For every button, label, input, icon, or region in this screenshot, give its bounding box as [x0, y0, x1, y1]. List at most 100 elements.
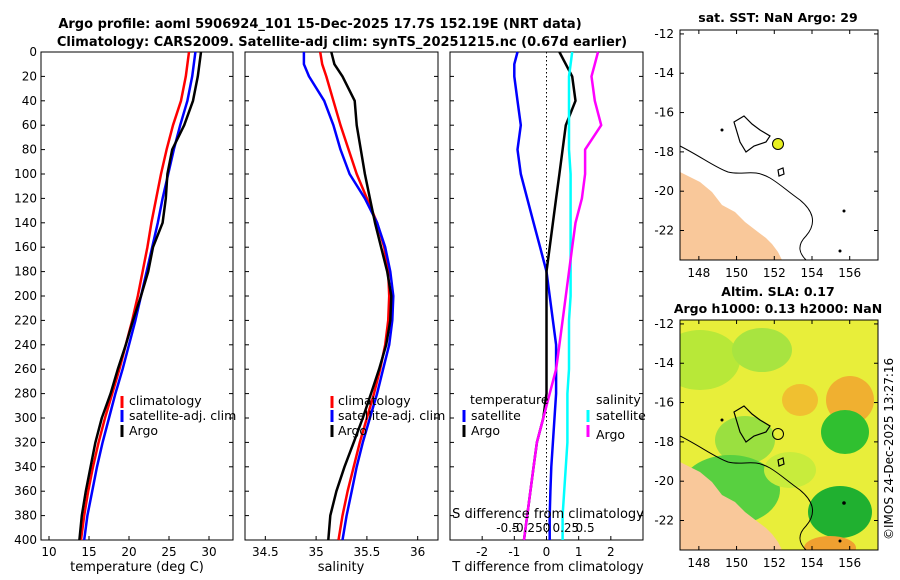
sst-map	[679, 29, 879, 261]
difference-xlabel: T difference from climatology	[451, 560, 644, 575]
y-tick-label: 200	[14, 289, 37, 303]
sla-map-title-line1: Altim. SLA: 0.17	[721, 284, 834, 299]
x-tick-label: 30	[201, 545, 216, 559]
sst-map-title: sat. SST: NaN Argo: 29	[698, 10, 857, 25]
y-tick-label: -18	[654, 145, 674, 159]
y-tick-label: -16	[654, 106, 674, 120]
x-tick-label: 154	[801, 556, 824, 570]
sla-map-blob	[782, 384, 818, 416]
series-line-temperature-satellite	[561, 51, 574, 540]
sst-map-reef	[733, 115, 771, 153]
x-tick-label: 148	[687, 266, 710, 280]
y-tick-label: 40	[22, 94, 37, 108]
x-tick-label-salinity: 0	[543, 521, 551, 535]
series-line-salinity-satellite	[513, 51, 558, 540]
x-tick-label: -1	[508, 545, 520, 559]
x-tick-label: 2	[607, 545, 615, 559]
credit-text: ©IMOS 24-Dec-2025 13:27:16	[882, 358, 896, 540]
y-tick-label: 280	[14, 387, 37, 401]
x-tick-label: 156	[838, 556, 861, 570]
x-tick-label: 1	[575, 545, 583, 559]
y-tick-label: 80	[22, 143, 37, 157]
sst-map-argo-marker	[772, 138, 784, 150]
series-line-climatology	[79, 51, 191, 541]
x-tick-label: 15	[81, 545, 96, 559]
x-tick-label: 0	[543, 545, 551, 559]
legend-title-salinity: salinity	[596, 392, 641, 407]
sst-map-islet-dot	[838, 249, 842, 253]
sst-map-islet	[777, 167, 785, 177]
x-tick-label: 156	[838, 266, 861, 280]
legend-title-temperature: temperature	[470, 392, 549, 407]
y-tick-label: 120	[14, 191, 37, 205]
sla-map-argo-marker	[772, 428, 784, 440]
y-tick-label: 60	[22, 118, 37, 132]
x-tick-label: 150	[725, 556, 748, 570]
difference-plot: -2 -1 0 1 2 -0.5-0.25 0 0.250.5	[450, 51, 643, 559]
x-tick-label: 152	[763, 266, 786, 280]
sst-map-land	[680, 172, 782, 260]
x-tick-label-salinity: -0.5	[496, 521, 519, 535]
series-line-argo	[327, 51, 393, 541]
y-tick-label: -22	[654, 224, 674, 238]
y-tick-label: -20	[654, 474, 674, 488]
sst-map-islet-dot	[842, 209, 846, 213]
x-tick-label: 154	[801, 266, 824, 280]
sla-map-islet-dot	[842, 501, 846, 505]
sla-map-frame	[679, 319, 879, 551]
sla-map-ticks: 148 150 152 154 156 -12 -14 -16 -18 -20 -22	[654, 317, 878, 570]
sla-map-contour	[680, 435, 814, 550]
x-tick-label: 35.5	[354, 545, 381, 559]
x-tick-label: 36	[410, 545, 425, 559]
legend-label-climatology: climatology	[338, 393, 411, 408]
series-line-satellite-adj-clim	[302, 52, 395, 541]
y-tick-label: 360	[14, 484, 37, 498]
x-tick-label: 10	[41, 545, 56, 559]
legend-label-sal-satellite: satellite	[596, 408, 646, 423]
y-tick-label: 220	[14, 313, 37, 327]
y-tick-label: -22	[654, 514, 674, 528]
y-tick-label: -16	[654, 396, 674, 410]
sla-map-islet-dot	[720, 418, 724, 422]
x-tick-label: -2	[476, 545, 488, 559]
series-line-climatology	[318, 51, 391, 541]
x-tick-label: 148	[687, 556, 710, 570]
x-tick-label-salinity: 0.5	[576, 521, 595, 535]
y-tick-label: 240	[14, 338, 37, 352]
temperature-legend: climatology satellite-adj. clim Argo	[120, 393, 236, 438]
legend-label-climatology: climatology	[129, 393, 202, 408]
temperature-plot: 0 20 40 60 80 100 120 140 160 180 200 220 240 260 280 3…	[14, 45, 233, 559]
y-tick-label: 20	[22, 69, 37, 83]
x-tick-label: 34.5	[252, 545, 279, 559]
y-tick-label: -14	[654, 66, 674, 80]
sla-map-islet	[777, 457, 785, 467]
sla-map-reef	[733, 405, 771, 443]
y-tick-label: -18	[654, 435, 674, 449]
x-tick-label-salinity: -0.25	[512, 521, 543, 535]
x-tick-label: 35	[308, 545, 323, 559]
y-tick-label: 0	[29, 45, 37, 59]
y-tick-label: 400	[14, 533, 37, 547]
y-tick-label: 320	[14, 435, 37, 449]
sla-map-title-line2: Argo h1000: 0.13 h2000: NaN	[674, 301, 882, 316]
legend-label-satellite: satellite-adj. clim	[129, 408, 236, 423]
x-tick-label: 25	[161, 545, 176, 559]
x-tick-label-salinity: 0.25	[552, 521, 579, 535]
difference-legend: temperature satellite Argo salinity sate…	[462, 392, 646, 442]
y-tick-label: 260	[14, 362, 37, 376]
salinity-xlabel: salinity	[318, 560, 365, 575]
y-tick-label: 380	[14, 509, 37, 523]
legend-label-temp-argo: Argo	[471, 423, 500, 438]
difference-xlabel-top: S difference from climatology	[452, 507, 644, 522]
salinity-plot: 34.5 35 35.5 36	[245, 51, 438, 559]
legend-label-satellite: satellite-adj. clim	[338, 408, 445, 423]
legend-label-sal-argo: Argo	[596, 427, 625, 442]
y-tick-label: 340	[14, 460, 37, 474]
salinity-legend: climatology satellite-adj. clim Argo	[330, 393, 445, 438]
x-tick-label: 20	[121, 545, 136, 559]
sla-map-blob	[821, 410, 869, 454]
sla-map-blob	[732, 328, 792, 372]
y-tick-label: 160	[14, 240, 37, 254]
y-tick-label: -20	[654, 184, 674, 198]
